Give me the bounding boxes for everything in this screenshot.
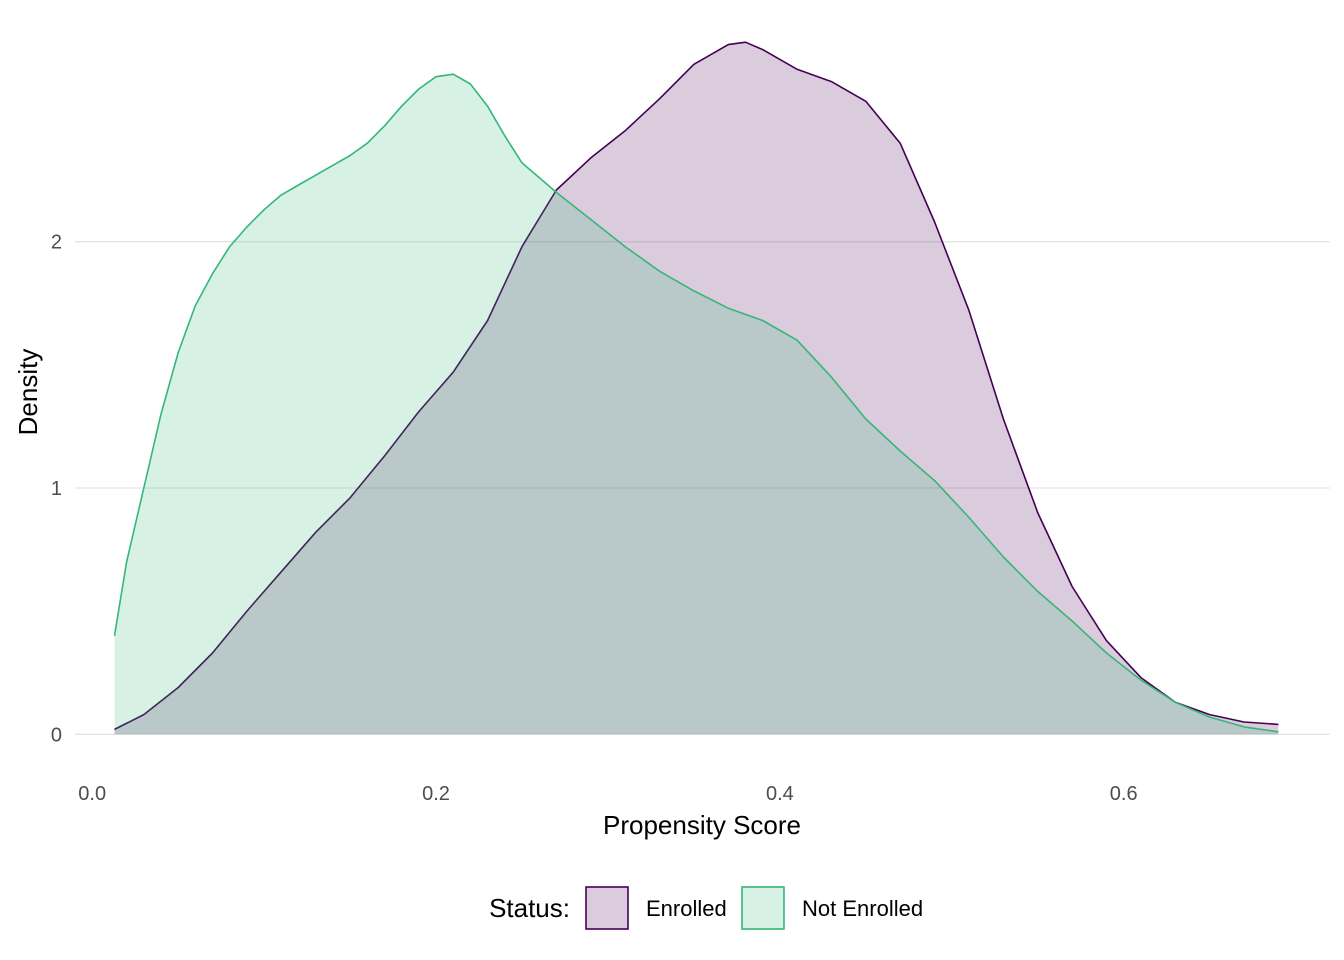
density-areas (113, 41, 1279, 735)
x-tick-label: 0.6 (1110, 783, 1138, 805)
y-tick-label: 0 (51, 724, 62, 746)
legend-key-enrolled (585, 886, 629, 930)
y-tick-label: 2 (51, 232, 62, 254)
legend-label-enrolled: Enrolled (646, 896, 727, 921)
legend-title: Status: (489, 893, 570, 923)
y-axis-title: Density (13, 349, 43, 436)
x-tick-label: 0.2 (422, 783, 450, 805)
x-tick-label: 0.0 (78, 783, 106, 805)
legend: Status: Enrolled Not Enrolled (489, 886, 923, 930)
density-area-enrolled (114, 42, 1279, 735)
y-tick-label: 1 (51, 478, 62, 500)
grid-lines (75, 241, 1330, 735)
x-tick-label: 0.4 (766, 783, 794, 805)
x-axis-title: Propensity Score (603, 810, 801, 840)
density-line-enrolled (114, 41, 1279, 731)
density-area-not-enrolled (114, 74, 1279, 735)
legend-label-not-enrolled: Not Enrolled (802, 896, 923, 921)
legend-key-not-enrolled (741, 886, 785, 930)
x-axis-ticks: 0.0 0.2 0.4 0.6 (78, 783, 1137, 805)
density-line-not-enrolled (113, 73, 1279, 733)
y-axis-ticks: 0 1 2 (51, 232, 62, 747)
